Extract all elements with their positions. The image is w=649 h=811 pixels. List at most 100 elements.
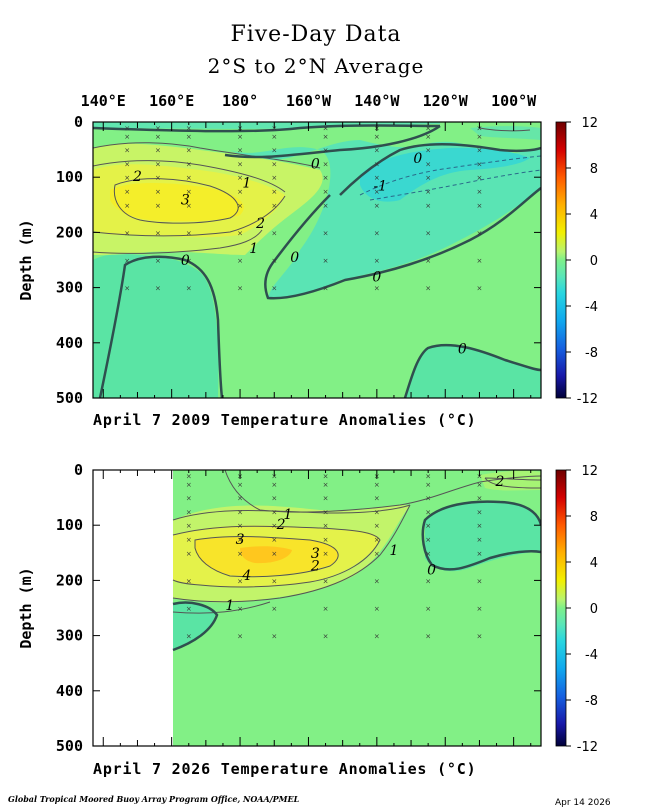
panel-2026-buoy-mark: × xyxy=(425,605,431,613)
panel-2009: ××××××××××××××××××××××××××××××××××××××××… xyxy=(17,113,598,429)
footer-credit: Global Tropical Moored Buoy Array Progra… xyxy=(8,794,300,804)
panel-2026-y-tick-label: 400 xyxy=(56,682,83,700)
panel-2009-colorbar-tick-label: -4 xyxy=(585,300,598,315)
panel-2009-y-tick-label: 500 xyxy=(56,389,83,407)
panel-2009-buoy-mark: × xyxy=(323,188,329,196)
panel-2009-buoy-mark: × xyxy=(124,174,130,182)
panel-2009-buoy-mark: × xyxy=(237,133,243,141)
panel-2009-buoy-mark: × xyxy=(477,125,483,133)
panel-2026-colorbar-tick-label: -4 xyxy=(585,648,598,663)
panel-2026-y-tick-label: 100 xyxy=(56,516,83,534)
top-x-axis-labels: 140°E 160°E 180° 160°W 140°W 120°W 100°W xyxy=(81,92,538,110)
panel-2009-contour-label: 0 xyxy=(311,156,320,172)
panel-2026-buoy-mark: × xyxy=(186,481,192,489)
panel-2009-buoy-mark: × xyxy=(374,174,380,182)
panel-2009-buoy-mark: × xyxy=(477,188,483,196)
panel-2009-buoy-mark: × xyxy=(425,160,431,168)
panel-2026-buoy-mark: × xyxy=(271,577,277,585)
panel-2009-buoy-mark: × xyxy=(477,133,483,141)
panel-2026-buoy-mark: × xyxy=(271,633,277,641)
panel-2009-buoy-mark: × xyxy=(323,285,329,293)
panel-2026-buoy-mark: × xyxy=(237,481,243,489)
panel-2026-buoy-mark: × xyxy=(323,473,329,481)
panel-2009-contour-label: 0 xyxy=(413,151,422,167)
panel-2009-buoy-mark: × xyxy=(374,133,380,141)
panel-2026-buoy-mark: × xyxy=(271,605,277,613)
panel-2009-buoy-mark: × xyxy=(124,160,130,168)
panel-2026-buoy-mark: × xyxy=(271,481,277,489)
panel-2009-buoy-mark: × xyxy=(271,285,277,293)
panel-2009-y-tick-label: 0 xyxy=(74,113,83,131)
panel-2026-buoy-mark: × xyxy=(323,522,329,530)
panel-2009-buoy-mark: × xyxy=(124,257,130,265)
panel-2009-buoy-mark: × xyxy=(374,285,380,293)
panel-2026-caption: April 7 2026 Temperature Anomalies (°C) xyxy=(93,760,476,778)
panel-2009-buoy-mark: × xyxy=(323,174,329,182)
panel-2009-buoy-mark: × xyxy=(425,257,431,265)
panel-2026-buoy-mark: × xyxy=(477,508,483,516)
top-x-tick-label: 160°E xyxy=(149,92,194,110)
panel-2026-buoy-mark: × xyxy=(374,577,380,585)
panel-2009-buoy-mark: × xyxy=(186,160,192,168)
panel-2009-buoy-mark: × xyxy=(323,202,329,210)
panel-2026-buoy-mark: × xyxy=(237,550,243,558)
panel-2009-buoy-mark: × xyxy=(124,188,130,196)
panel-2009-buoy-mark: × xyxy=(237,285,243,293)
panel-2009-buoy-mark: × xyxy=(271,202,277,210)
panel-2026-colorbar-tick-label: -8 xyxy=(585,694,598,709)
panel-2009-buoy-mark: × xyxy=(155,125,161,133)
panel-2009-buoy-mark: × xyxy=(124,133,130,141)
panel-2009-buoy-mark: × xyxy=(425,125,431,133)
panel-2009-contour-label: 1 xyxy=(249,241,258,257)
panel-2026-buoy-mark: × xyxy=(323,495,329,503)
panel-2026-buoy-mark: × xyxy=(186,633,192,641)
panel-2026-colorbar-tick-label: -12 xyxy=(577,740,598,755)
panel-2026-buoy-mark: × xyxy=(477,550,483,558)
panel-2009-buoy-mark: × xyxy=(477,285,483,293)
panel-2009-buoy-mark: × xyxy=(155,229,161,237)
panel-2009-buoy-mark: × xyxy=(374,147,380,155)
panel-2026-colorbar-tick-label: 0 xyxy=(590,602,598,617)
panel-2009-buoy-mark: × xyxy=(425,174,431,182)
footer-date: Apr 14 2026 xyxy=(555,798,611,808)
panel-2026-contour-label: 2 xyxy=(495,474,505,490)
panel-2026-buoy-mark: × xyxy=(271,508,277,516)
panel-2009-contour-label: 3 xyxy=(181,192,190,208)
panel-2009-buoy-mark: × xyxy=(155,174,161,182)
panel-2026-contour-label: 3 xyxy=(236,532,245,548)
panel-2026-colorbar-tick-label: 12 xyxy=(581,464,598,479)
panel-2009-contour-label: 0 xyxy=(458,341,467,357)
panel-2009-buoy-mark: × xyxy=(323,125,329,133)
panel-2026-buoy-mark: × xyxy=(425,550,431,558)
top-x-tick-label: 180° xyxy=(222,92,258,110)
panel-2026-buoy-mark: × xyxy=(477,633,483,641)
panel-2009-buoy-mark: × xyxy=(186,257,192,265)
panel-2009-buoy-mark: × xyxy=(124,229,130,237)
panel-2026-buoy-mark: × xyxy=(425,481,431,489)
panel-2026-buoy-mark: × xyxy=(425,522,431,530)
panel-2009-buoy-mark: × xyxy=(374,257,380,265)
panel-2009-buoy-mark: × xyxy=(186,125,192,133)
top-x-tick-label: 120°W xyxy=(423,92,469,110)
panel-2009-buoy-mark: × xyxy=(155,202,161,210)
panel-2009-buoy-mark: × xyxy=(186,133,192,141)
panel-2026-y-tick-label: 200 xyxy=(56,571,83,589)
panel-2009-colorbar-tick-label: 0 xyxy=(590,254,598,269)
panel-2026-buoy-mark: × xyxy=(186,605,192,613)
panel-2009-colorbar-ticks: 12 8 4 0 -4 -8 -12 xyxy=(566,116,598,407)
panel-2026-axes: 0 100 200 300 400 500 xyxy=(56,461,541,755)
panel-2009-y-tick-label: 400 xyxy=(56,334,83,352)
panel-2009-buoy-mark: × xyxy=(425,229,431,237)
panel-2009-buoy-mark: × xyxy=(323,229,329,237)
panel-2009-buoy-mark: × xyxy=(477,147,483,155)
panel-2009-buoy-mark: × xyxy=(186,147,192,155)
panel-2009-caption: April 7 2009 Temperature Anomalies (°C) xyxy=(93,411,476,429)
panel-2009-buoy-mark: × xyxy=(271,257,277,265)
panel-2026-buoy-mark: × xyxy=(186,508,192,516)
panel-2026-buoy-marks: × × × × × × × × × × × × × × × × × × × × × × × × × × × × × × × × × × × × × × × ×… xyxy=(186,473,483,641)
panel-2026-colorbar-tick-label: 4 xyxy=(590,556,598,571)
panel-2009-buoy-mark: × xyxy=(323,133,329,141)
panel-2009-buoy-mark: × xyxy=(124,125,130,133)
